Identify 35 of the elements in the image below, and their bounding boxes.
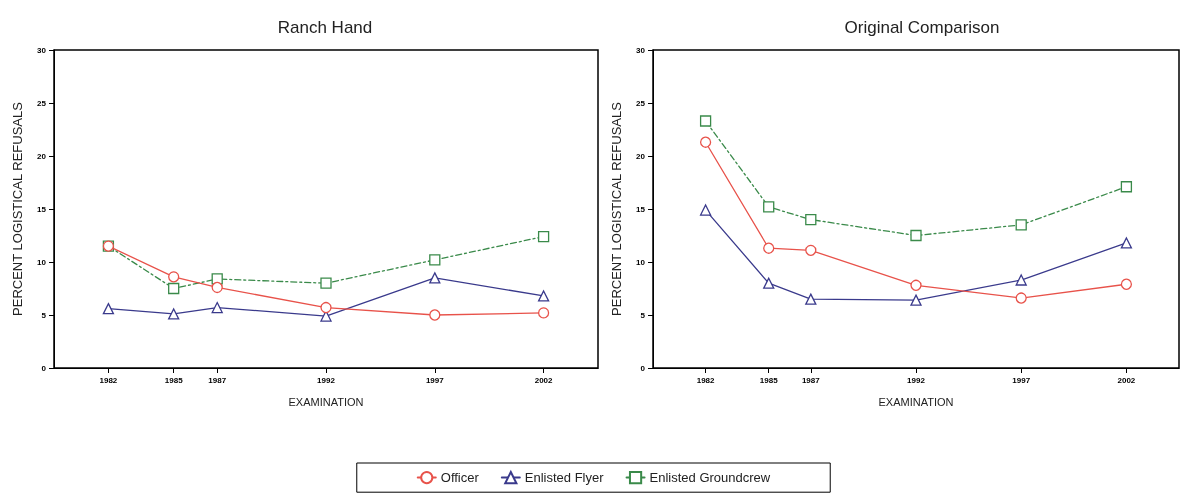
chart-title: Ranch Hand bbox=[277, 18, 373, 37]
y-tick-label: 20 bbox=[636, 151, 646, 161]
y-tick-label: 15 bbox=[636, 204, 646, 214]
x-tick-label: 1987 bbox=[801, 375, 821, 385]
y-tick-label: 15 bbox=[37, 204, 47, 214]
y-tick-label: 5 bbox=[41, 310, 47, 320]
x-tick-label: 2002 bbox=[1117, 375, 1136, 385]
x-tick-label: 1982 bbox=[696, 375, 716, 385]
y-tick-label: 0 bbox=[640, 363, 646, 373]
y-axis-title: PERCENT LOGISTICAL REFUSALS bbox=[609, 101, 624, 316]
x-axis-title: EXAMINATION bbox=[288, 395, 364, 408]
x-tick-label: 1992 bbox=[317, 375, 336, 385]
legend-label: Enlisted Groundcrew bbox=[649, 470, 771, 486]
x-tick-label: 1985 bbox=[164, 375, 184, 385]
y-tick-label: 25 bbox=[636, 98, 646, 108]
x-tick-label: 1982 bbox=[99, 375, 118, 385]
x-tick-label: 1997 bbox=[1012, 375, 1031, 385]
y-axis-title: PERCENT LOGISTICAL REFUSALS bbox=[10, 101, 25, 316]
x-tick-label: 1992 bbox=[907, 375, 926, 385]
y-tick-label: 30 bbox=[37, 45, 47, 55]
y-tick-label: 20 bbox=[37, 151, 47, 161]
y-tick-label: 25 bbox=[37, 98, 47, 108]
y-tick-label: 10 bbox=[636, 257, 646, 267]
y-tick-label: 30 bbox=[636, 45, 646, 55]
y-tick-label: 5 bbox=[640, 310, 646, 320]
x-tick-label: 2002 bbox=[534, 375, 554, 385]
x-tick-label: 1985 bbox=[759, 375, 779, 385]
x-tick-label: 1987 bbox=[208, 375, 227, 385]
x-axis-title: EXAMINATION bbox=[878, 395, 954, 408]
y-tick-label: 10 bbox=[37, 257, 47, 267]
legend-label: Officer bbox=[440, 470, 480, 486]
chart-title: Original Comparison bbox=[844, 18, 1000, 37]
x-tick-label: 1997 bbox=[425, 375, 445, 385]
legend-label: Enlisted Flyer bbox=[524, 470, 605, 486]
y-tick-label: 0 bbox=[41, 363, 47, 373]
